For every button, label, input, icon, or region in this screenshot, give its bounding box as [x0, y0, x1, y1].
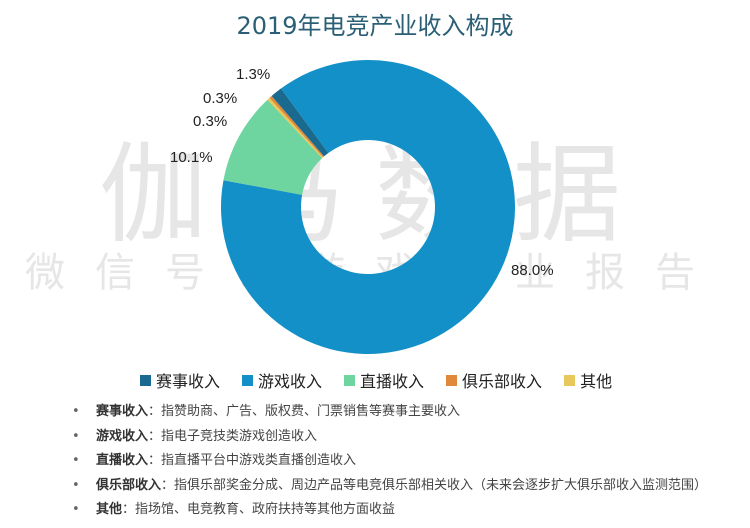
data-label: 0.3% — [193, 113, 228, 130]
legend-swatch-icon — [564, 374, 576, 386]
note-description: 指俱乐部奖金分成、周边产品等电竞俱乐部相关收入（未来会逐步扩大俱乐部收入监测范围… — [174, 477, 708, 493]
note-separator: ： — [148, 428, 162, 444]
legend-swatch-icon — [242, 374, 254, 386]
note-item: • 其他：指场馆、电竞教育、政府扶持等其他方面收益 — [72, 498, 707, 523]
legend-item: 其他 — [564, 368, 612, 392]
note-term: 赛事收入 — [96, 404, 149, 419]
donut-slice-3 — [269, 96, 325, 158]
donut-slice-4 — [267, 97, 324, 159]
note-item: • 游戏收入：指电子竞技类游戏创造收入 — [72, 425, 707, 450]
legend-item: 直播收入 — [344, 368, 424, 392]
donut-slice-0 — [271, 88, 329, 157]
legend-item: 俱乐部收入 — [446, 368, 542, 392]
legend-swatch-icon — [446, 374, 458, 386]
bullet-icon: • — [72, 477, 80, 493]
note-term: 俱乐部收入 — [96, 477, 162, 493]
legend-label: 俱乐部收入 — [462, 372, 543, 391]
note-item: • 赛事收入：指赞助商、广告、版权费、门票销售等赛事主要收入 — [72, 400, 707, 425]
chart-title: 2019年电竞产业收入构成 — [236, 12, 514, 40]
data-label: 0.3% — [203, 90, 238, 107]
data-label: 88.0% — [511, 262, 554, 279]
note-item: • 俱乐部收入：指俱乐部奖金分成、周边产品等电竞俱乐部相关收入（未来会逐步扩大俱乐… — [72, 474, 707, 499]
legend-label: 其他 — [580, 372, 613, 391]
legend: 赛事收入 游戏收入 直播收入 俱乐部收入 其他 — [140, 368, 612, 392]
note-description: 指直播平台中游戏类直播创造收入 — [161, 453, 357, 468]
bullet-icon: • — [72, 404, 80, 419]
note-description: 指电子竞技类游戏创造收入 — [161, 428, 318, 444]
bullet-icon: • — [72, 502, 80, 517]
note-separator: ： — [161, 477, 175, 493]
legend-item: 赛事收入 — [140, 368, 220, 392]
legend-swatch-icon — [140, 374, 151, 386]
note-separator: ： — [148, 404, 162, 419]
legend-label: 游戏收入 — [258, 372, 323, 391]
data-label: 1.3% — [236, 66, 271, 83]
note-term: 游戏收入 — [96, 428, 149, 444]
legend-swatch-icon — [344, 374, 356, 386]
note-item: • 直播收入：指直播平台中游戏类直播创造收入 — [72, 449, 707, 474]
note-description: 指赞助商、广告、版权费、门票销售等赛事主要收入 — [161, 404, 461, 419]
bullet-icon: • — [72, 428, 80, 444]
legend-label: 直播收入 — [360, 372, 425, 391]
legend-item: 游戏收入 — [242, 368, 322, 392]
bullet-icon: • — [72, 453, 80, 468]
data-label: 10.1% — [170, 149, 213, 166]
note-description: 指场馆、电竞教育、政府扶持等其他方面收益 — [135, 502, 396, 517]
note-separator: ： — [148, 453, 162, 468]
note-separator: ： — [122, 502, 136, 517]
legend-label: 赛事收入 — [156, 372, 221, 391]
notes-list: • 赛事收入：指赞助商、广告、版权费、门票销售等赛事主要收入 • 游戏收入：指电子竞技… — [72, 400, 707, 523]
note-term: 其他 — [96, 502, 123, 517]
donut-slice-1 — [220, 60, 515, 355]
note-term: 直播收入 — [96, 453, 149, 468]
donut-slice-2 — [223, 99, 323, 195]
